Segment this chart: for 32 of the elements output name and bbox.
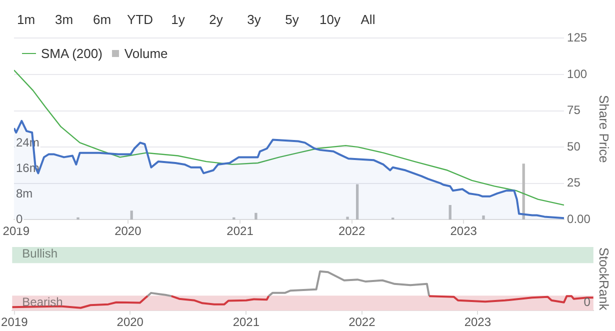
bar	[130, 210, 133, 220]
legend-label: SMA (200)	[41, 46, 102, 62]
y-tick-label: 75	[567, 103, 581, 118]
bar	[356, 184, 359, 220]
y2-tick-label: 0	[16, 212, 23, 226]
y-axis-title: Share Price	[596, 94, 612, 163]
legend-label: Volume	[124, 46, 168, 62]
x-tick-label: 2022	[338, 224, 366, 238]
y2-tick-label: 8m	[16, 186, 33, 200]
x-tick-label: 2019	[1, 315, 28, 330]
y-tick-label: 25	[567, 176, 581, 190]
annotation: 0	[584, 294, 591, 309]
bar	[346, 216, 349, 220]
x-tick-label: 2022	[348, 315, 376, 330]
y-tick-label: 50	[567, 139, 581, 154]
bar	[448, 204, 452, 220]
x-tick-label: 2020	[116, 315, 144, 330]
band-label: Bullish	[22, 246, 58, 260]
x-tick-label: 2019	[2, 224, 30, 238]
x-tick-label: 2023	[450, 224, 478, 238]
x-tick-label: 2023	[464, 315, 492, 330]
bar	[482, 215, 485, 220]
band-label: Bearish	[22, 294, 63, 309]
y-tick-label: 0.00	[567, 212, 591, 226]
bar	[76, 217, 80, 220]
y-tick-label: 100	[567, 66, 588, 81]
y-tick-label: 125	[567, 30, 588, 45]
x-tick-label: 2020	[114, 224, 142, 238]
y-axis-title: StockRank	[596, 247, 612, 311]
bar	[254, 212, 258, 220]
x-tick-label: 2021	[232, 315, 260, 330]
x-tick-label: 2021	[226, 224, 254, 238]
